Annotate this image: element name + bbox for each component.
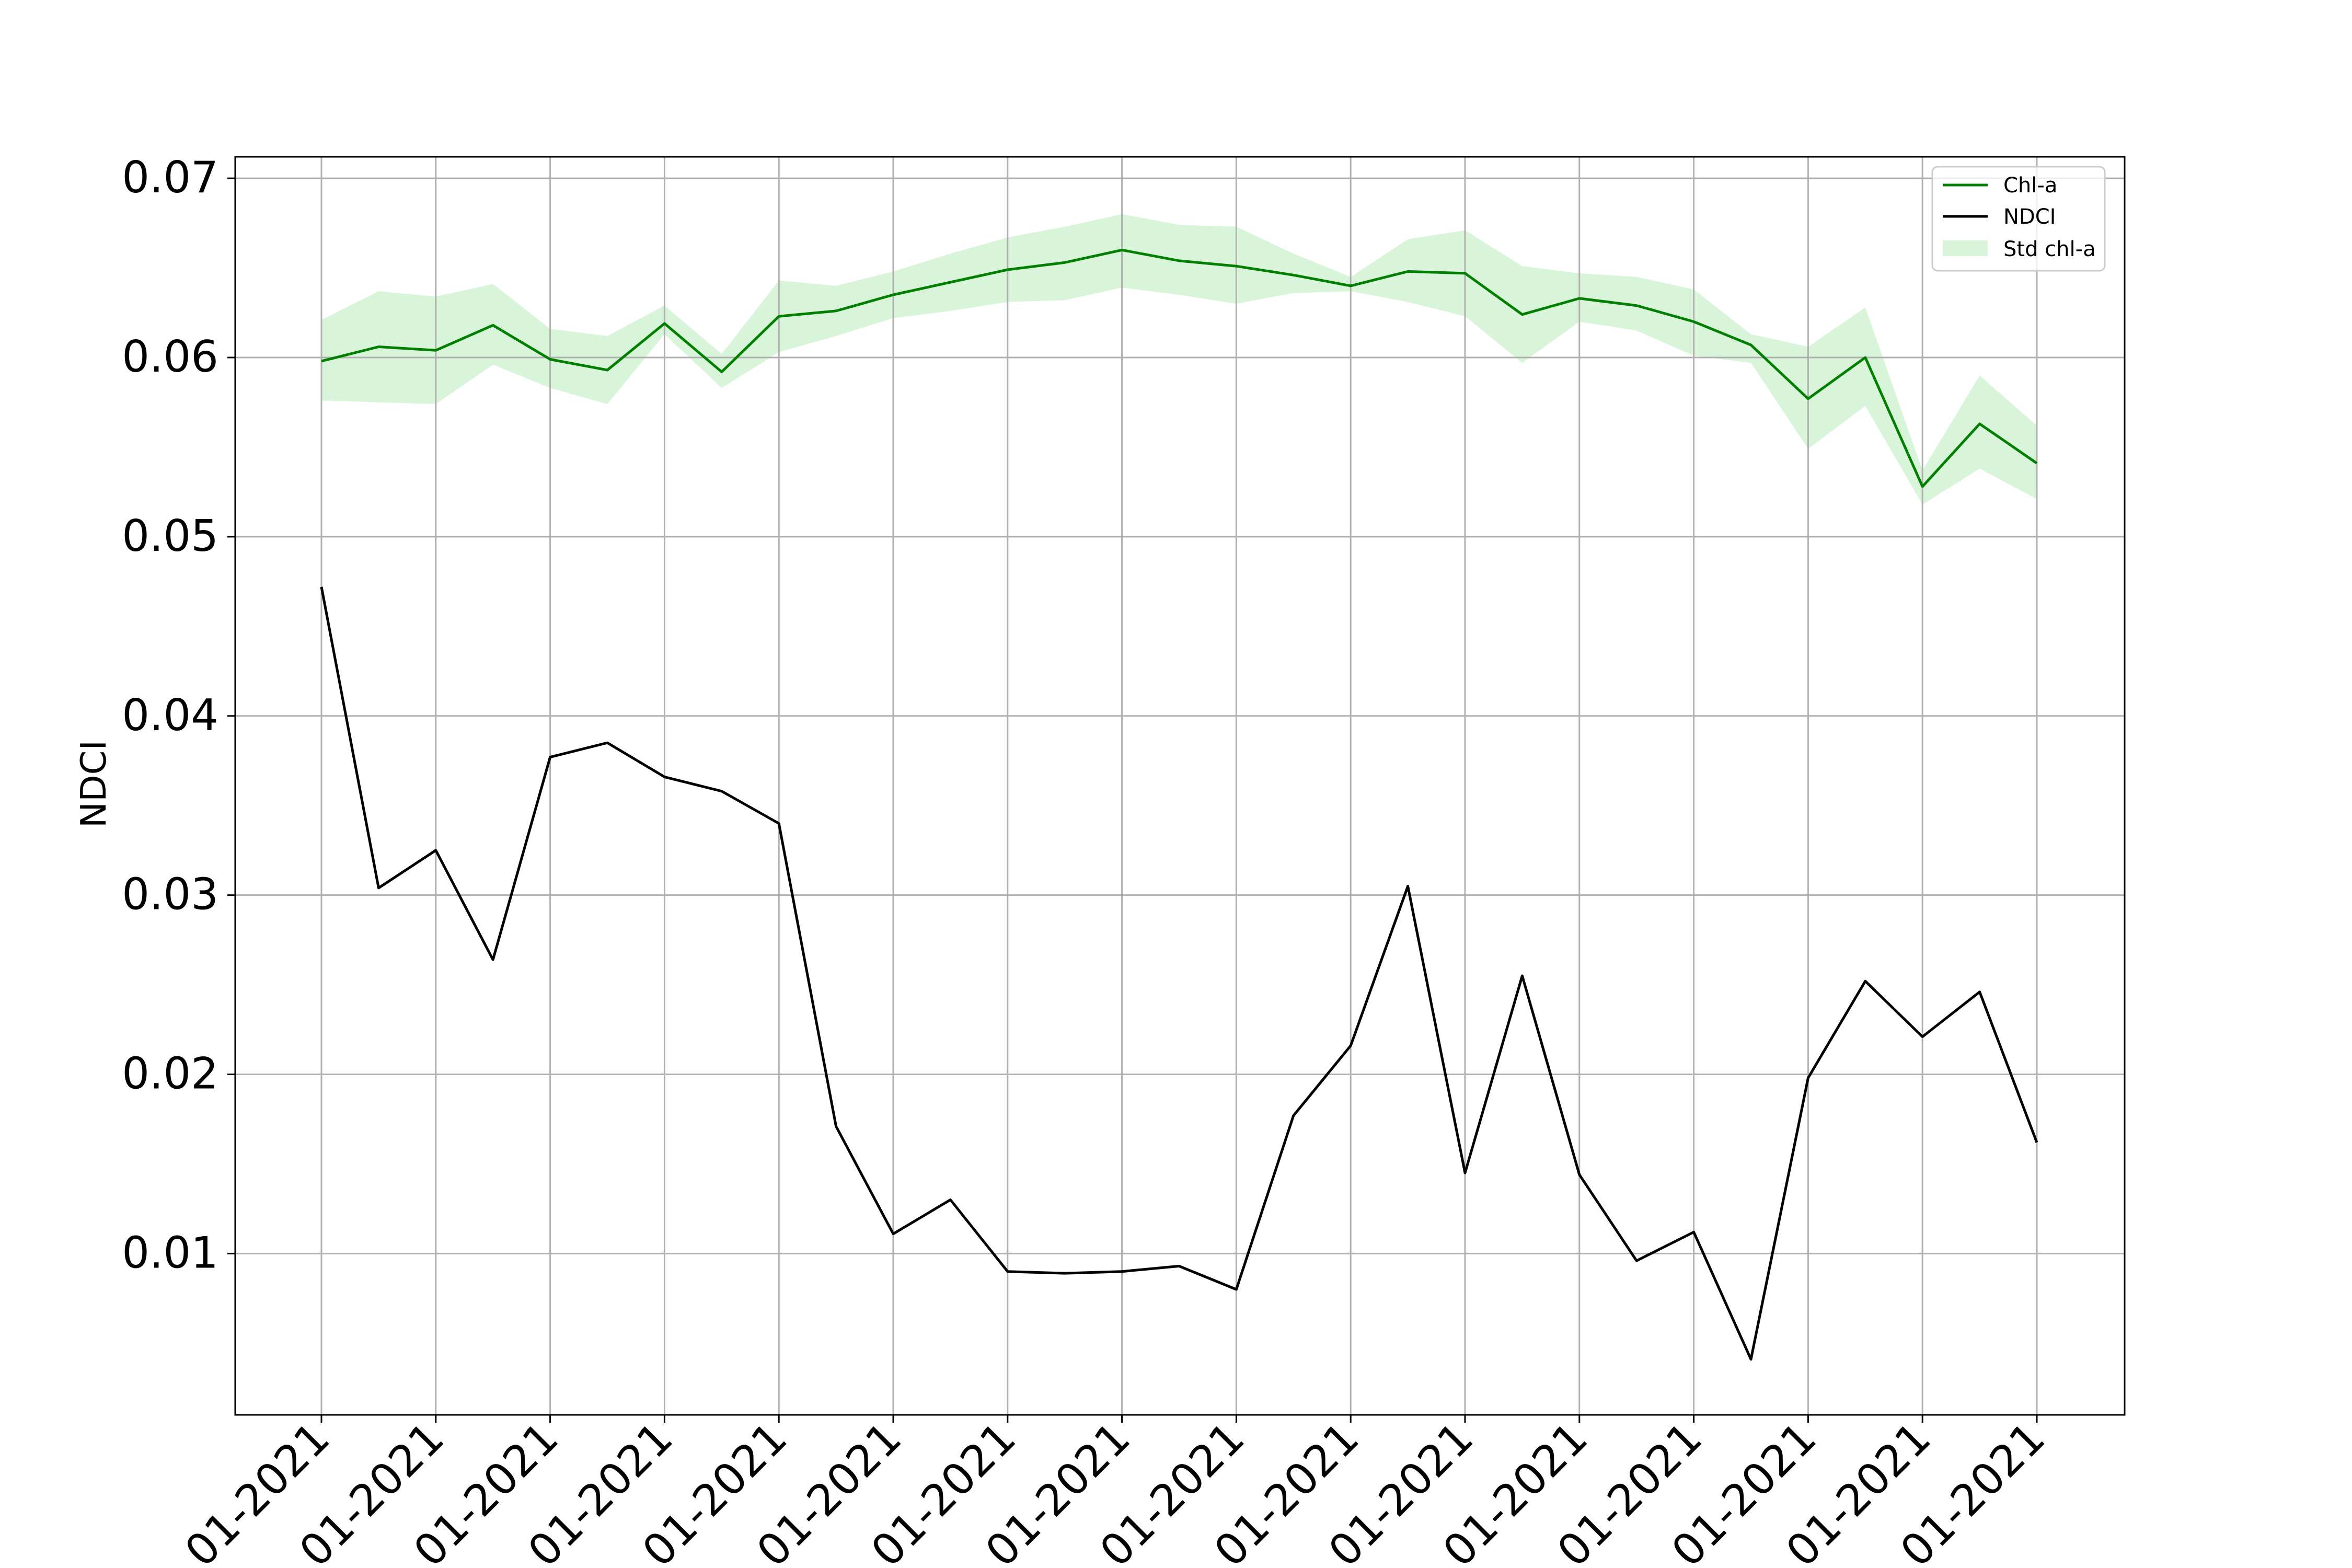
legend-label-ndci: NDCI — [2003, 205, 2056, 229]
y-axis-label: NDCI — [73, 740, 114, 828]
y-tick-label: 0.07 — [122, 152, 218, 203]
legend: Chl-a NDCI Std chl-a — [1931, 166, 2106, 272]
y-tick-label: 0.01 — [122, 1227, 218, 1278]
y-tick-label: 0.04 — [122, 690, 218, 741]
legend-label-chl-a: Chl-a — [2003, 174, 2057, 198]
legend-swatch-std-chl-a — [1943, 240, 1988, 256]
plot-frame — [234, 156, 2126, 1416]
y-tick-label: 0.05 — [122, 511, 218, 561]
std-band-layer — [321, 214, 2037, 505]
legend-label-std-chl-a: Std chl-a — [2003, 237, 2096, 261]
y-tick-label: 0.02 — [122, 1048, 218, 1099]
y-tick-label: 0.03 — [122, 869, 218, 920]
y-tick-label: 0.06 — [122, 331, 218, 382]
std-chl-a-band — [321, 214, 2037, 505]
series-layer — [320, 248, 2038, 1361]
